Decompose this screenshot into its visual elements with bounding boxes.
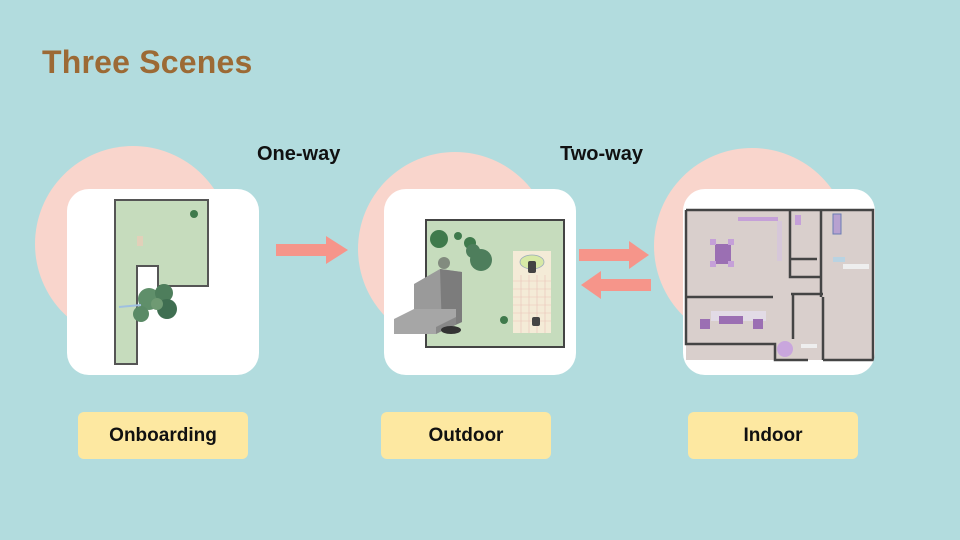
indoor-floorplan-illustration — [684, 208, 875, 362]
onboarding-map-illustration — [114, 199, 209, 365]
one-way-label: One-way — [257, 143, 341, 165]
slide-title: Three Scenes — [42, 44, 253, 80]
indoor-scene-card[interactable] — [683, 189, 875, 375]
indoor-label: Indoor — [688, 412, 858, 459]
onboarding-label: Onboarding — [78, 412, 248, 459]
outdoor-scene-card[interactable] — [384, 189, 576, 375]
one-way-arrow — [276, 236, 348, 264]
outdoor-label: Outdoor — [381, 412, 551, 459]
two-way-label: Two-way — [560, 143, 643, 165]
two-way-arrows — [579, 241, 651, 299]
onboarding-scene-card[interactable] — [67, 189, 259, 375]
outdoor-map-illustration — [394, 219, 565, 348]
